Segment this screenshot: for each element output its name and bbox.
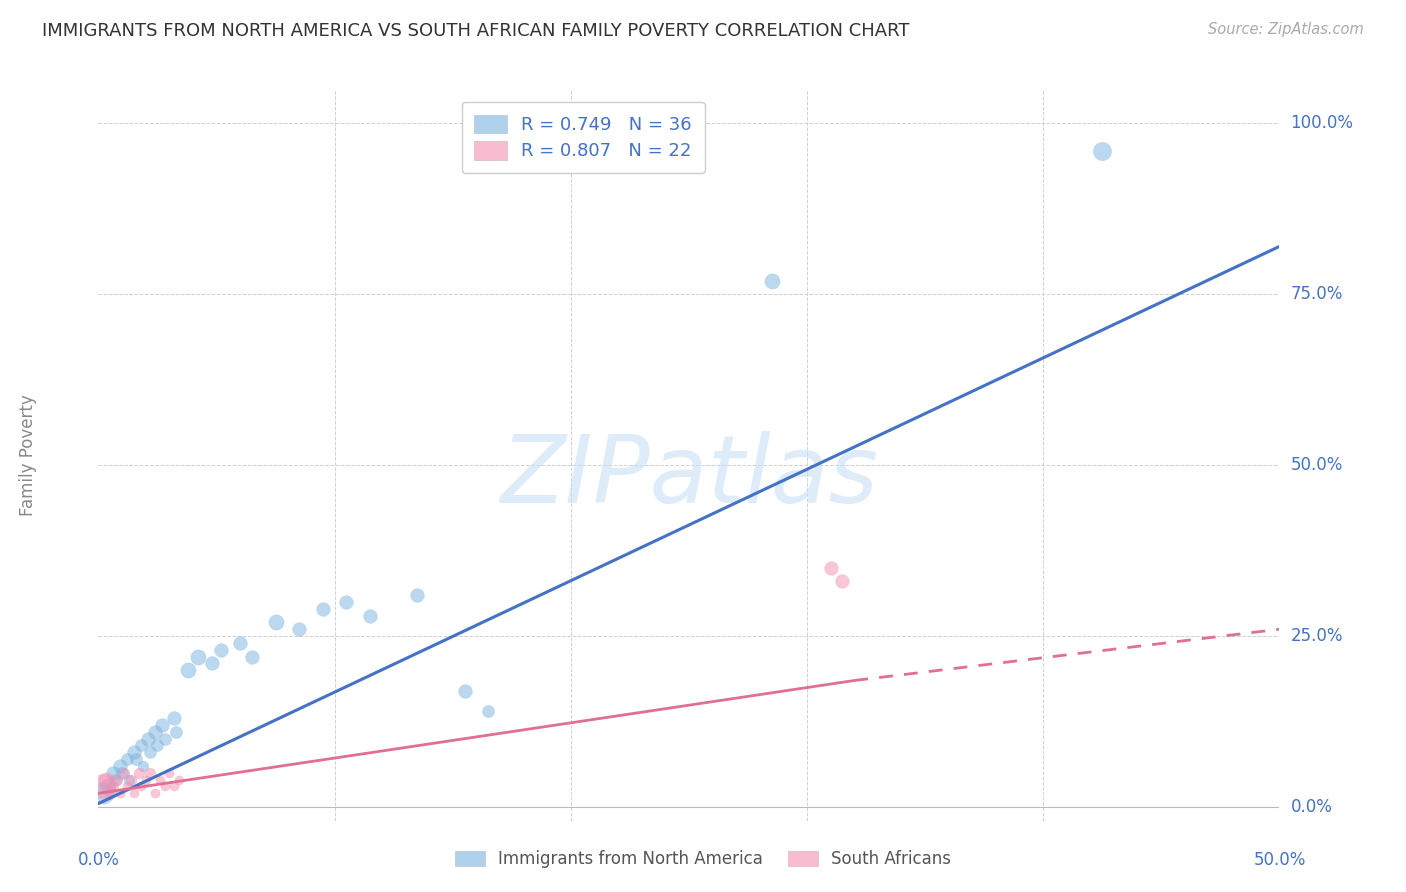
Point	[146, 739, 169, 753]
Point	[115, 780, 138, 794]
Text: IMMIGRANTS FROM NORTH AMERICA VS SOUTH AFRICAN FAMILY POVERTY CORRELATION CHART: IMMIGRANTS FROM NORTH AMERICA VS SOUTH A…	[42, 22, 910, 40]
Point	[1091, 144, 1114, 158]
Point	[312, 601, 335, 615]
Text: 50.0%: 50.0%	[1291, 456, 1343, 475]
Point	[136, 731, 159, 746]
Point	[112, 765, 135, 780]
Point	[201, 657, 224, 671]
Point	[153, 780, 176, 794]
Text: 50.0%: 50.0%	[1253, 851, 1306, 869]
Point	[125, 752, 148, 766]
Point	[150, 718, 173, 732]
Point	[143, 786, 166, 800]
Point	[122, 745, 145, 759]
Point	[165, 724, 187, 739]
Point	[122, 786, 145, 800]
Point	[167, 772, 190, 787]
Point	[406, 588, 429, 602]
Point	[129, 739, 152, 753]
Point	[240, 649, 263, 664]
Point	[108, 786, 131, 800]
Point	[101, 780, 124, 794]
Point	[288, 622, 311, 636]
Text: 0.0%: 0.0%	[1291, 798, 1333, 816]
Point	[264, 615, 287, 630]
Point	[97, 780, 120, 794]
Point	[359, 608, 381, 623]
Point	[477, 704, 499, 718]
Point	[831, 574, 853, 589]
Point	[149, 772, 172, 787]
Point	[153, 731, 176, 746]
Point	[121, 772, 143, 787]
Point	[111, 765, 134, 780]
Point	[91, 786, 114, 800]
Point	[187, 649, 209, 664]
Legend: R = 0.749   N = 36, R = 0.807   N = 22: R = 0.749 N = 36, R = 0.807 N = 22	[461, 102, 704, 173]
Point	[820, 560, 842, 574]
Point	[163, 711, 186, 725]
Point	[115, 752, 138, 766]
Text: Family Poverty: Family Poverty	[18, 394, 37, 516]
Point	[105, 772, 128, 787]
Point	[761, 274, 783, 288]
Point	[91, 780, 114, 794]
Legend: Immigrants from North America, South Africans: Immigrants from North America, South Afr…	[449, 844, 957, 875]
Text: 25.0%: 25.0%	[1291, 627, 1343, 645]
Point	[209, 642, 232, 657]
Point	[129, 780, 152, 794]
Point	[118, 772, 141, 787]
Point	[163, 780, 186, 794]
Point	[132, 759, 155, 773]
Point	[335, 595, 357, 609]
Text: 100.0%: 100.0%	[1291, 114, 1354, 132]
Text: 75.0%: 75.0%	[1291, 285, 1343, 303]
Point	[104, 772, 127, 787]
Point	[139, 745, 162, 759]
Point	[128, 765, 150, 780]
Text: 0.0%: 0.0%	[77, 851, 120, 869]
Text: Source: ZipAtlas.com: Source: ZipAtlas.com	[1208, 22, 1364, 37]
Point	[101, 765, 124, 780]
Text: ZIPatlas: ZIPatlas	[501, 432, 877, 523]
Point	[98, 786, 121, 800]
Point	[135, 772, 157, 787]
Point	[157, 765, 180, 780]
Point	[177, 663, 200, 677]
Point	[139, 765, 162, 780]
Point	[108, 759, 131, 773]
Point	[143, 724, 166, 739]
Point	[229, 636, 252, 650]
Point	[453, 683, 475, 698]
Point	[94, 772, 117, 787]
